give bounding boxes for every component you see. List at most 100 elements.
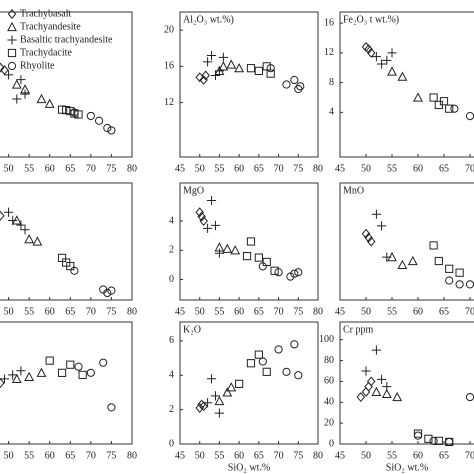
legend-label: Trachybasalt: [20, 8, 72, 19]
x-tick-label: 70: [274, 450, 284, 461]
point: [262, 367, 271, 376]
x-tick-label: 65: [254, 163, 264, 174]
x-tick-label: 50: [361, 163, 371, 174]
point: [199, 401, 208, 412]
point: [235, 379, 244, 388]
point: [226, 382, 237, 392]
point: [387, 66, 397, 76]
point: [364, 381, 373, 392]
y-tick-label: 20: [324, 417, 334, 428]
point: [429, 93, 438, 102]
y-tick-label: 0: [329, 438, 334, 449]
point: [218, 61, 229, 71]
point: [262, 257, 271, 267]
point: [3, 207, 14, 217]
legend-marker: [7, 48, 17, 58]
point: [20, 225, 30, 235]
x-tick-label: 45: [175, 163, 185, 174]
point: [203, 398, 213, 408]
x-tick-label: 65: [439, 450, 449, 461]
x-tick-label: 45: [335, 163, 345, 174]
point: [465, 392, 474, 402]
point: [57, 253, 67, 262]
point: [62, 106, 71, 115]
point: [86, 368, 95, 377]
y-tick-label: 16: [164, 61, 174, 72]
point: [296, 82, 305, 91]
point: [203, 223, 213, 233]
panel-title: MgO: [183, 185, 204, 196]
point: [371, 209, 381, 219]
panel-title: Fe₂O₃ t wt.%): [343, 14, 399, 25]
point: [382, 252, 392, 262]
point: [434, 436, 443, 445]
x-tick-label: 55: [24, 163, 34, 174]
point: [206, 50, 217, 61]
x-tick-label: 50: [361, 306, 371, 317]
x-tick-label: 60: [234, 450, 244, 461]
point: [3, 70, 14, 80]
point: [16, 75, 26, 85]
point: [234, 63, 245, 73]
x-tick-label: 60: [413, 163, 423, 174]
panel-title: MnO: [343, 185, 364, 196]
panel-frame: [179, 182, 319, 301]
point: [8, 370, 18, 380]
point: [450, 104, 459, 113]
point: [429, 241, 438, 250]
point: [214, 66, 225, 76]
x-tick-label: 75: [293, 450, 303, 461]
point: [222, 387, 233, 397]
point: [366, 376, 376, 387]
point: [36, 93, 47, 104]
point: [206, 195, 217, 206]
x-tick-label: 60: [45, 306, 55, 317]
x-tick-label: 55: [24, 450, 34, 461]
x-tick-label: 55: [387, 163, 397, 174]
point: [12, 94, 22, 104]
point: [214, 408, 225, 418]
point: [270, 266, 279, 275]
point: [465, 280, 474, 289]
y-tick-label: 2: [169, 404, 174, 415]
point: [218, 52, 228, 62]
x-tick-label: 75: [293, 306, 303, 317]
x-tick-label: 45: [335, 306, 345, 317]
x-tick-label: 65: [439, 306, 449, 317]
point: [371, 386, 382, 396]
point: [246, 64, 256, 73]
point: [94, 116, 104, 125]
point: [254, 66, 263, 76]
point: [371, 52, 381, 62]
legend-marker: [7, 21, 17, 32]
panel-frame: [179, 321, 319, 445]
point: [377, 221, 387, 231]
point: [45, 356, 54, 365]
point: [74, 362, 83, 371]
point: [274, 268, 283, 277]
y-tick-label: 100: [319, 334, 334, 345]
point: [445, 276, 454, 285]
x-tick-label: 60: [413, 306, 423, 317]
legend-label: Trachydacite: [20, 47, 72, 58]
x-tick-label: 80: [127, 450, 137, 461]
point: [107, 126, 116, 135]
panel-frame: [339, 182, 474, 301]
point: [206, 374, 217, 384]
panel-title: K₂O: [183, 324, 201, 335]
x-tick-label: 65: [254, 450, 264, 461]
x-tick-label: 50: [195, 163, 205, 174]
point: [282, 367, 291, 376]
x-tick-label: 50: [4, 163, 14, 174]
x-tick-label: 70: [465, 450, 474, 461]
y-tick-label: 12: [164, 97, 174, 108]
point: [397, 259, 408, 269]
point: [226, 59, 237, 69]
point: [195, 207, 204, 218]
point: [32, 236, 43, 246]
panel-frame: [0, 182, 133, 301]
point: [8, 215, 18, 226]
x-tick-label: 60: [413, 450, 423, 461]
point: [0, 374, 10, 384]
point: [11, 79, 22, 89]
